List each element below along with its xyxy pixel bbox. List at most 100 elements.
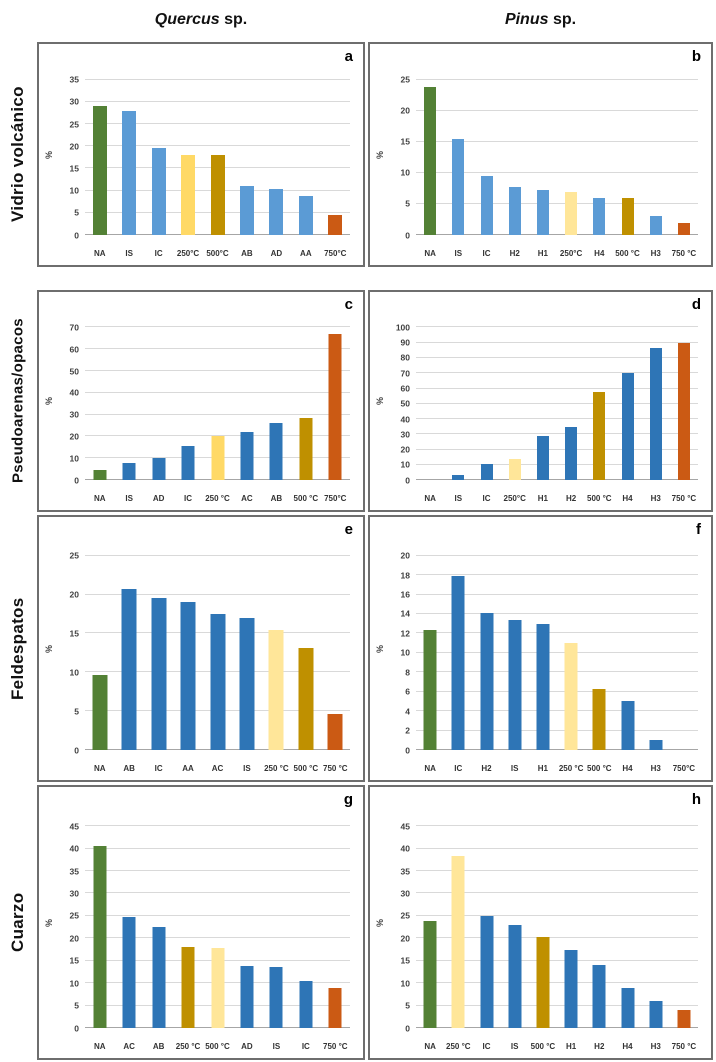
- x-tick-label: 500 °C: [615, 249, 640, 258]
- bar-H1: [564, 950, 578, 1028]
- x-tick-label: 750 °C: [671, 494, 697, 503]
- x-tick-label: IC: [454, 764, 463, 773]
- bar-IS: [452, 474, 465, 480]
- bar-H1: [536, 190, 549, 235]
- bar-AD: [269, 188, 284, 235]
- x-tick-label: 500 °C: [205, 1042, 230, 1051]
- x-tick-label: H4: [594, 249, 605, 258]
- bar-250°C: [181, 154, 196, 235]
- y-tick-label: 5: [74, 705, 79, 716]
- gridline: [416, 433, 698, 435]
- gridline: [416, 574, 698, 576]
- gridline: [85, 870, 350, 872]
- gridline: [85, 914, 350, 916]
- gridline: [416, 847, 698, 849]
- bar-AB: [269, 422, 283, 480]
- y-tick-label: 45: [400, 820, 410, 831]
- y-tick-label: 40: [69, 843, 79, 854]
- x-tick-label: IS: [454, 249, 463, 258]
- y-tick-label: 25: [400, 910, 410, 921]
- x-tick-label: H4: [622, 1042, 633, 1051]
- y-tick-label: 60: [69, 344, 79, 355]
- y-tick-label: 20: [69, 141, 79, 152]
- y-tick-label: 6: [405, 686, 410, 697]
- x-tick-label: H1: [565, 1042, 577, 1051]
- chart-panel-h: h % 0 5 10 15 20 25 30 35 40 45 NA 250 °C IC IS 500 °…: [368, 785, 713, 1060]
- bar-H2: [480, 612, 493, 750]
- plot-area: 0 10 20 30 40 50 60 70 80 90 100: [396, 316, 698, 484]
- y-tick-label: 5: [74, 1000, 79, 1011]
- x-tick-label: NA: [93, 764, 106, 773]
- bar-250°C: [565, 192, 578, 235]
- plot-area: 0 5 10 15 20 25 30 35: [70, 68, 350, 239]
- y-tick-label: 10: [400, 977, 410, 988]
- y-axis-title: %: [44, 150, 55, 159]
- gridline: [416, 937, 698, 939]
- x-tick-label: NA: [93, 1042, 106, 1051]
- x-tick-label: NA: [424, 249, 436, 258]
- y-tick-label: 15: [400, 136, 410, 147]
- gridline: [416, 612, 698, 614]
- y-tick-label: 20: [69, 589, 79, 600]
- x-tick-label: 250°C: [559, 249, 583, 258]
- x-tick-label: H3: [650, 1042, 661, 1051]
- chart-panel-a: a % 0 5 10 15 20 25 30 35 NA IS IC 250°C 500°C AB AD A…: [37, 42, 365, 267]
- x-tick-label: NA: [424, 764, 436, 773]
- y-tick-label: 30: [400, 888, 410, 899]
- bar-IS: [508, 924, 522, 1028]
- bar-250 °C: [564, 643, 578, 750]
- y-tick-label: 5: [405, 198, 410, 209]
- bar-H3: [649, 348, 662, 480]
- gridline: [416, 448, 698, 450]
- gridline: [416, 341, 698, 343]
- row-label-cuarzo: Cuarzo: [8, 892, 27, 953]
- x-tick-label: H2: [509, 249, 520, 258]
- bar-AB: [239, 186, 254, 235]
- row-label-feldespatos: Feldespatos: [8, 597, 27, 700]
- bar-H3: [649, 740, 663, 750]
- panel-letter: b: [691, 48, 701, 65]
- x-tick-label: 500 °C: [530, 1042, 556, 1051]
- gridline: [416, 982, 698, 984]
- gridline: [416, 463, 698, 465]
- x-tick-label: AA: [300, 249, 312, 258]
- genus-name: Pinus: [504, 11, 549, 28]
- gridline: [416, 140, 698, 142]
- y-tick-label: 45: [69, 820, 79, 831]
- x-tick-label: IS: [510, 764, 519, 773]
- x-axis-labels: NA IS IC 250°C H1 H2 500 °C H4 H3 750 °C: [416, 489, 698, 503]
- gridline: [416, 729, 698, 731]
- bar-NA: [92, 675, 108, 750]
- chart-panel-d: d % 0 10 20 30 40 50 60 70 80 90 100 NA IS IC 250°C H1…: [368, 290, 713, 512]
- y-tick-label: 0: [74, 744, 79, 755]
- y-tick-label: 80: [400, 352, 410, 363]
- y-axis-title: %: [44, 396, 55, 406]
- y-tick-label: 2: [405, 725, 410, 736]
- x-tick-label: H4: [622, 764, 633, 773]
- gridline: [85, 892, 350, 894]
- y-tick-label: 25: [69, 550, 79, 561]
- bar-AD: [240, 965, 254, 1028]
- y-tick-label: 10: [400, 167, 410, 178]
- genus-name: Quercus: [154, 11, 220, 28]
- x-tick-label: NA: [93, 494, 106, 503]
- panel-letter: h: [691, 791, 701, 808]
- bar-IC: [480, 175, 493, 235]
- y-axis-title: %: [375, 918, 386, 927]
- y-tick-label: 25: [69, 118, 79, 129]
- x-tick-label: H3: [650, 764, 661, 773]
- y-tick-label: 40: [400, 843, 410, 854]
- x-tick-label: AC: [211, 764, 224, 773]
- bar-AB: [121, 589, 137, 750]
- x-tick-label: H3: [650, 494, 661, 503]
- plot-area: 0 5 10 15 20 25 30 35 40 45: [70, 811, 350, 1032]
- gridline: [416, 870, 698, 872]
- x-tick-label: 750 °C: [322, 764, 348, 773]
- x-tick-label: 250 °C: [205, 494, 230, 503]
- y-tick-label: 30: [400, 429, 410, 439]
- y-tick-label: 12: [400, 628, 410, 639]
- gridline: [416, 326, 698, 328]
- x-tick-label: AD: [152, 494, 165, 503]
- x-tick-label: NA: [424, 494, 436, 503]
- y-tick-label: 10: [400, 647, 410, 658]
